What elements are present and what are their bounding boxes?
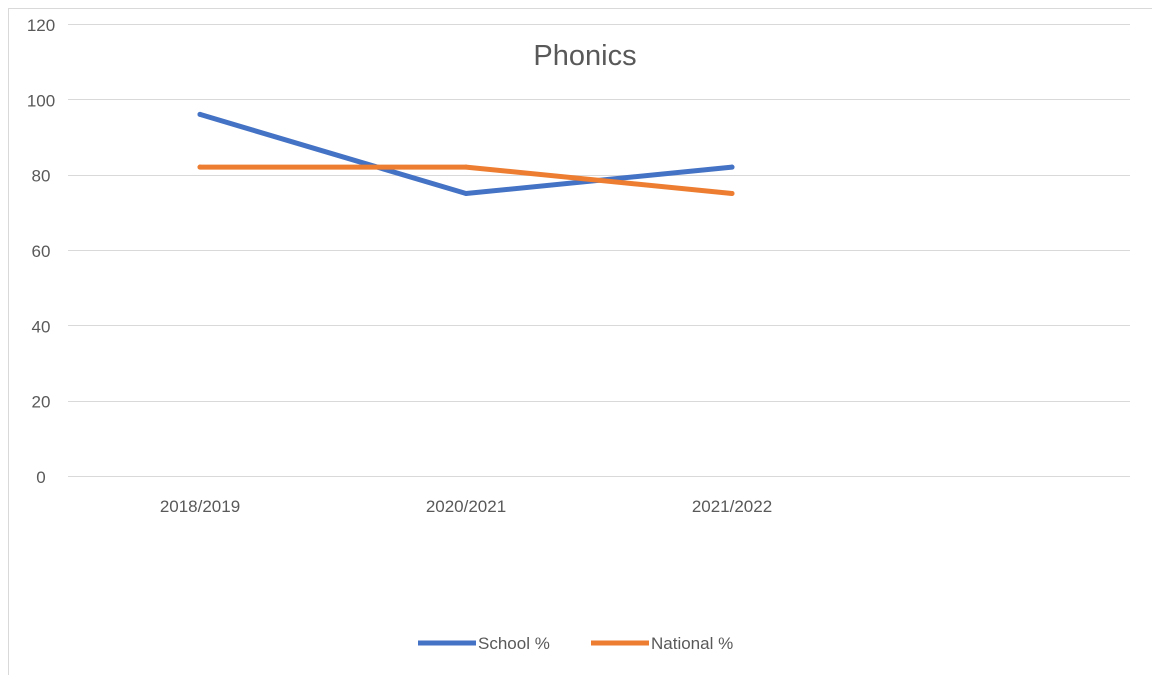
y-tick-label: 100 [27, 91, 55, 110]
y-tick-label: 0 [36, 468, 45, 487]
data-point [730, 191, 735, 196]
series-line-national [200, 167, 732, 193]
legend-label: School % [478, 634, 550, 653]
chart-title: Phonics [533, 40, 636, 72]
y-axis-ticks: 0 20 40 60 80 100 120 [27, 16, 55, 487]
x-tick-label: 2020/2021 [426, 497, 506, 516]
y-tick-label: 80 [32, 167, 51, 186]
x-axis-ticks: 2018/2019 2020/2021 2021/2022 [160, 497, 772, 516]
chart-border [9, 9, 1152, 676]
series-line-school [200, 114, 732, 193]
legend-label: National % [651, 634, 733, 653]
y-tick-label: 20 [32, 393, 51, 412]
y-tick-label: 40 [32, 317, 51, 336]
series-lines [198, 112, 735, 196]
data-point [198, 165, 203, 170]
gridlines [68, 25, 1130, 477]
legend: School % National % [418, 634, 733, 653]
data-point [730, 165, 735, 170]
x-tick-label: 2018/2019 [160, 497, 240, 516]
data-point [464, 165, 469, 170]
data-point [198, 112, 203, 117]
data-point [464, 191, 469, 196]
x-tick-label: 2021/2022 [692, 497, 772, 516]
y-tick-label: 120 [27, 16, 55, 35]
y-tick-label: 60 [32, 242, 51, 261]
